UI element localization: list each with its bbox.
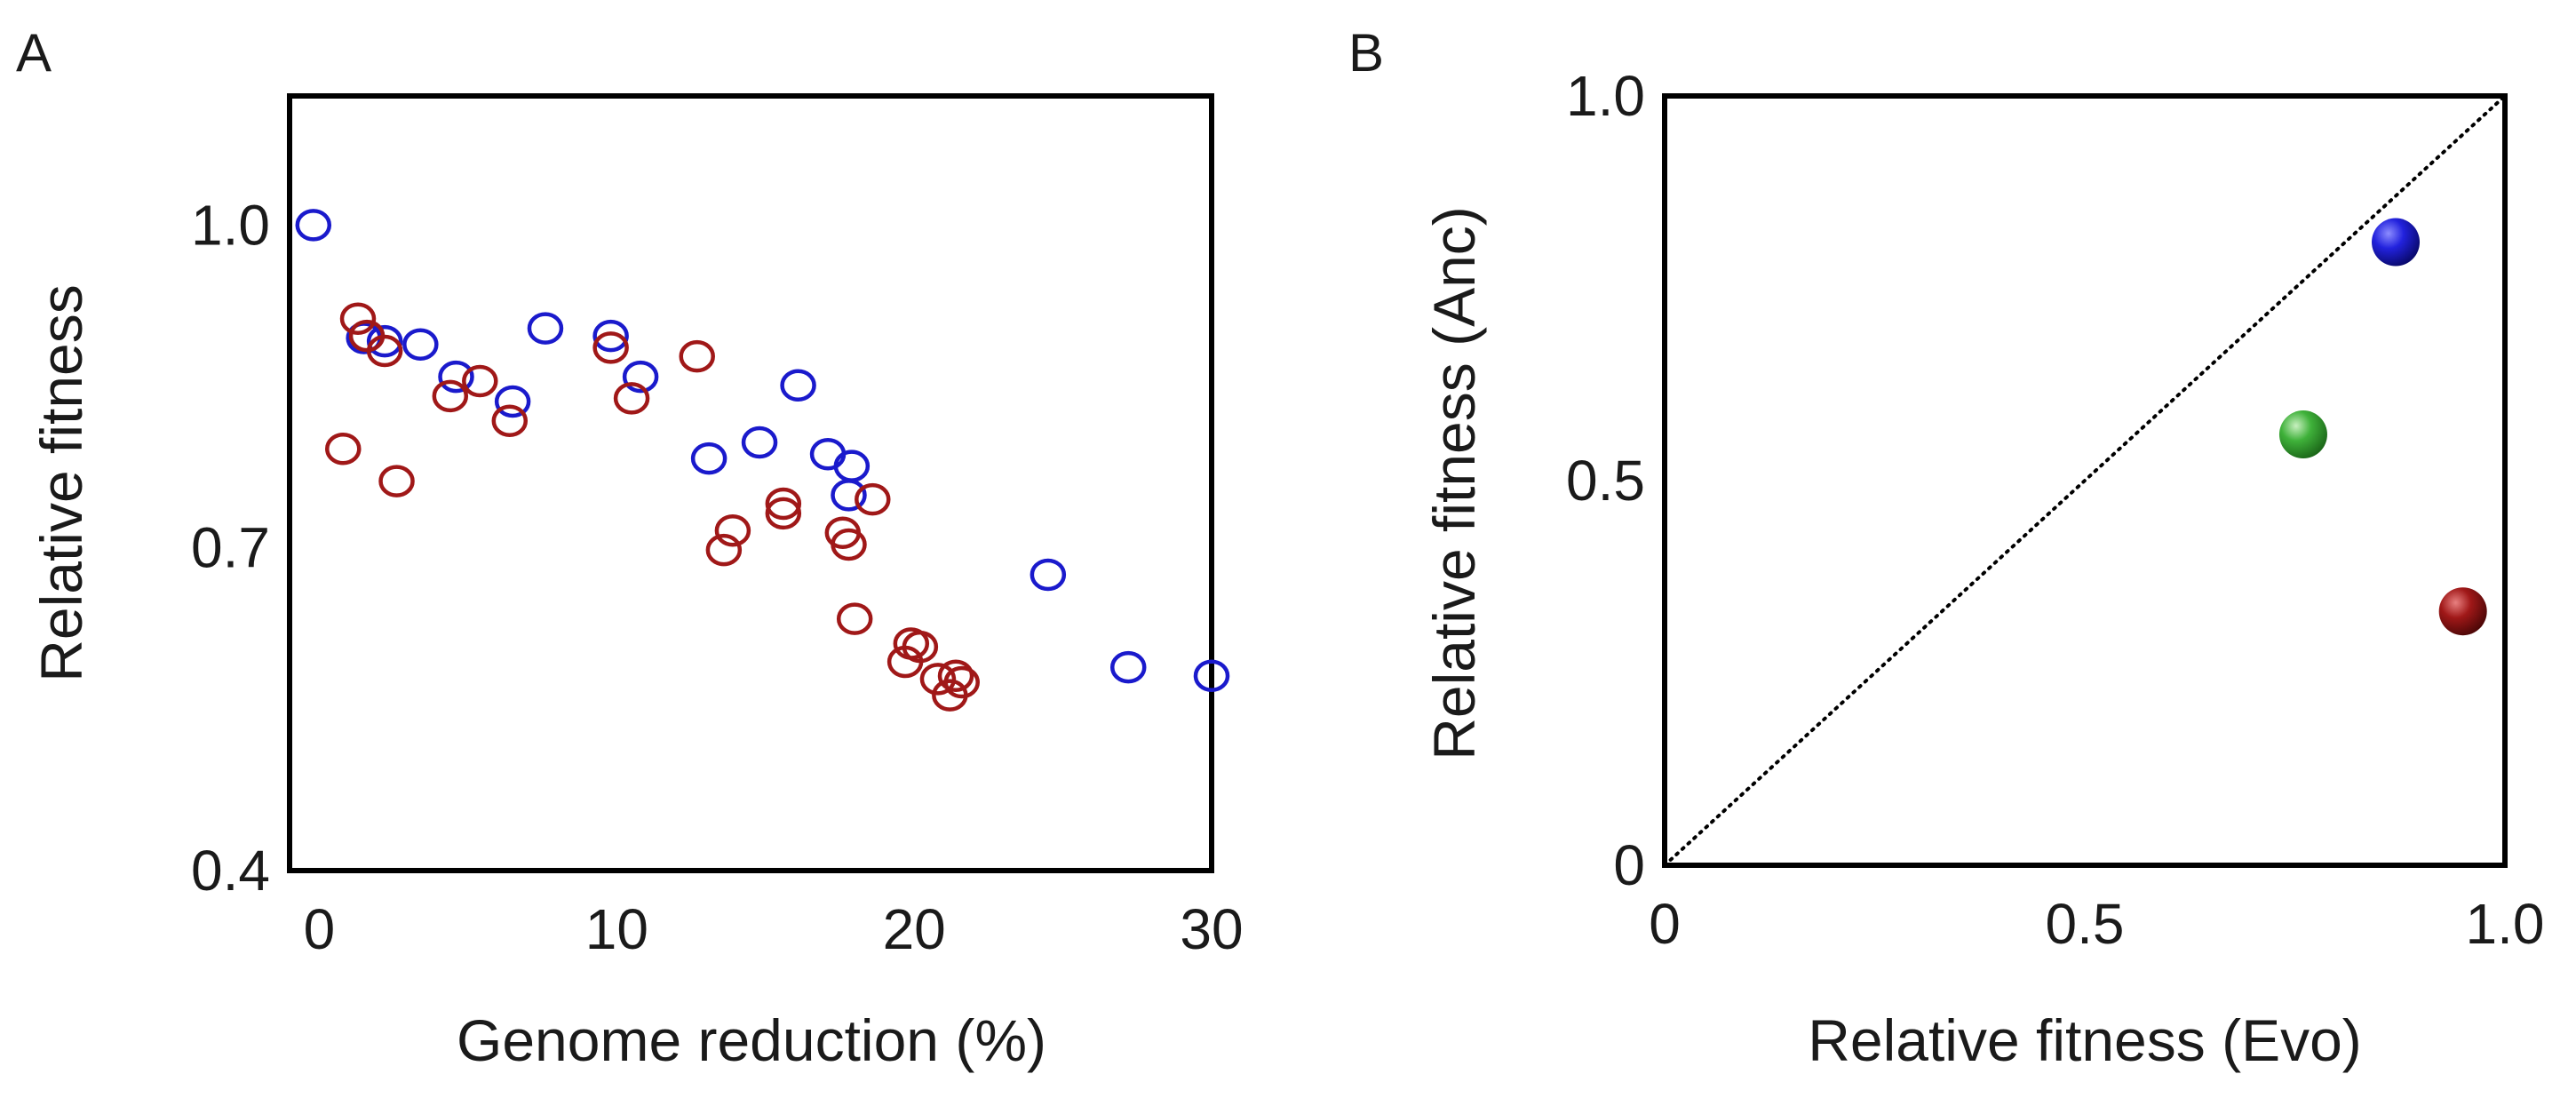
plot-b-x-tick-label: 0 — [1649, 892, 1681, 956]
plot-b-y-ticks: 0 0.5 1.0 — [1566, 64, 1645, 897]
plot-a-point-red — [679, 339, 715, 373]
plot-b-reference-line — [1663, 94, 2507, 867]
plot-b-x-tick-label: 0.5 — [2046, 892, 2125, 956]
plot-a-y-tick-label: 0.7 — [191, 516, 270, 580]
plot-a-x-tick-label: 30 — [1180, 897, 1243, 961]
plot-a-point-red — [943, 665, 980, 699]
plot-a-point-red — [325, 432, 362, 465]
plot-a-point-blue — [622, 360, 659, 394]
plot-a-x-tick-label: 0 — [304, 897, 336, 961]
plot-a-point-red — [831, 528, 867, 561]
plot-b-y-tick-label: 0 — [1613, 833, 1645, 897]
plot-a-point-red — [432, 379, 469, 413]
plot-a-point-red — [919, 663, 957, 696]
plot-a-point-blue — [833, 450, 871, 482]
plot-a-point-red — [613, 382, 650, 415]
plot-a-y-ticks: 0.4 0.7 1.0 — [191, 193, 270, 903]
plot-a-point-red — [491, 404, 529, 438]
plot-a-point-blue — [295, 209, 332, 242]
plot-a-x-axis-title: Genome reduction (%) — [457, 1007, 1046, 1073]
plot-a-point-red — [339, 302, 377, 335]
plot-a-point-blue — [809, 438, 847, 471]
plot-a-point-blue — [1193, 659, 1230, 693]
plot-a-frame — [287, 93, 1214, 873]
plot-b-point-green — [2278, 410, 2327, 459]
plot-a-point-blue — [1109, 650, 1147, 684]
plot-a-point-blue — [592, 319, 629, 353]
plot-b-frame — [1662, 93, 2508, 868]
plot-a-point-red — [366, 334, 403, 368]
plot-b-point-red — [2438, 587, 2487, 636]
plot-b-point-blue — [2372, 218, 2421, 267]
plot-a-x-tick-label: 10 — [585, 897, 648, 961]
plot-a-point-red — [714, 514, 751, 547]
plot-a-y-tick-label: 1.0 — [191, 193, 270, 257]
plot-a-point-red — [592, 331, 629, 364]
plot-b-y-tick-label: 0.5 — [1566, 449, 1645, 513]
plot-b-points — [2278, 218, 2487, 636]
plot-a-y-axis-title: Relative fitness — [28, 284, 94, 682]
plot-a-point-red — [937, 659, 974, 693]
panel-b: B 0 0.5 1.0 0 0.5 1.0 Relative fitness (Evo)… — [1348, 23, 2544, 1073]
plot-a-x-ticks: 0 10 20 30 — [304, 897, 1244, 961]
plot-a-point-red — [902, 630, 939, 664]
plot-a-point-blue — [690, 442, 727, 475]
panel-a: A 0.4 0.7 1.0 0 10 20 30 Genome reduction (%)… — [16, 23, 1244, 1073]
plot-a-point-blue — [527, 312, 564, 345]
plot-a-point-blue — [494, 385, 531, 418]
plot-a-y-tick-label: 0.4 — [191, 839, 270, 903]
plot-a-point-blue — [402, 328, 439, 362]
plot-b-x-tick-label: 1.0 — [2466, 892, 2545, 956]
panel-b-label: B — [1348, 23, 1384, 83]
plot-a-point-red — [378, 465, 415, 497]
plot-b-x-ticks: 0 0.5 1.0 — [1649, 892, 2544, 956]
plot-a-point-red — [836, 602, 873, 635]
plot-a-point-blue — [1030, 558, 1067, 592]
plot-a-point-red — [765, 497, 802, 530]
panel-a-label: A — [16, 23, 52, 83]
plot-a-point-blue — [741, 426, 778, 459]
plot-a-x-tick-label: 20 — [883, 897, 946, 961]
plot-b-x-axis-title: Relative fitness (Evo) — [1808, 1007, 2362, 1073]
plot-a-point-blue — [780, 369, 816, 402]
plot-a-point-blue — [366, 324, 403, 358]
plot-a-point-red — [705, 533, 743, 567]
plot-b-y-axis-title: Relative fitness (Anc) — [1421, 206, 1487, 760]
plot-a-point-blue — [438, 360, 474, 394]
plot-a-point-red — [765, 487, 802, 521]
plot-a-points — [295, 209, 1230, 712]
plot-a-point-red — [855, 482, 891, 516]
plot-a-point-blue — [831, 479, 867, 512]
plot-b-y-tick-label: 1.0 — [1566, 64, 1645, 128]
plot-a-point-red — [462, 364, 498, 398]
